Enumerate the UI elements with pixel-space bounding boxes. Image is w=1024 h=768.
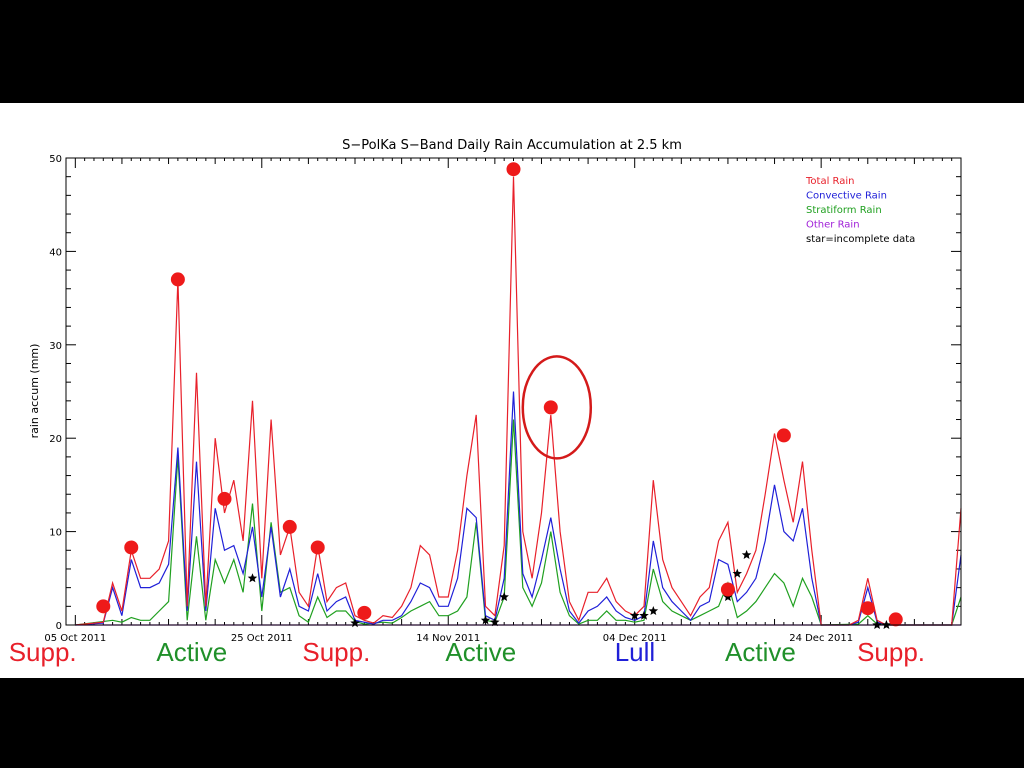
incomplete-data-star bbox=[350, 618, 360, 628]
incomplete-data-star bbox=[629, 610, 640, 620]
phase-label: Supp. bbox=[302, 637, 371, 667]
highlight-dot bbox=[860, 601, 875, 616]
y-tick-label: 10 bbox=[49, 528, 62, 539]
phase-label: Supp. bbox=[857, 637, 926, 667]
legend-entry: Total Rain bbox=[805, 176, 855, 187]
y-tick-label: 50 bbox=[49, 154, 62, 165]
incomplete-data-star bbox=[639, 610, 649, 620]
highlight-dot bbox=[310, 540, 325, 555]
y-axis-label: rain accum (mm) bbox=[28, 344, 41, 439]
phase-label: Lull bbox=[614, 637, 656, 667]
incomplete-data-star bbox=[648, 606, 659, 615]
plot-frame bbox=[65, 157, 962, 626]
incomplete-data-star bbox=[247, 573, 258, 583]
slide: S−PolKa S−Band Daily Rain Accumulation a… bbox=[0, 103, 1024, 678]
incomplete-data-star bbox=[480, 615, 491, 625]
y-tick-label: 30 bbox=[49, 341, 62, 352]
phase-label: Active bbox=[725, 637, 796, 667]
legend-note: star=incomplete data bbox=[806, 234, 915, 245]
incomplete-data-star bbox=[741, 549, 752, 559]
highlight-dot bbox=[96, 599, 111, 614]
chart-title: S−PolKa S−Band Daily Rain Accumulation a… bbox=[342, 138, 682, 153]
phase-label: Active bbox=[445, 637, 517, 667]
highlight-dot bbox=[217, 491, 232, 506]
series-line-stratiform-rain bbox=[75, 419, 962, 626]
highlight-dot bbox=[124, 540, 139, 555]
x-tick-label: 24 Dec 2011 bbox=[789, 633, 853, 644]
y-tick-label: 0 bbox=[56, 621, 62, 632]
highlight-dot bbox=[720, 582, 735, 597]
phase-label: Supp. bbox=[8, 637, 77, 667]
incomplete-data-star bbox=[490, 617, 500, 627]
y-tick-label: 40 bbox=[49, 247, 62, 258]
legend-entry: Convective Rain bbox=[806, 191, 887, 202]
x-tick-label: 25 Oct 2011 bbox=[231, 633, 293, 644]
x-tick-label: 05 Oct 2011 bbox=[44, 633, 106, 644]
incomplete-data-star bbox=[732, 568, 742, 578]
highlight-dot bbox=[543, 400, 558, 415]
x-tick-label: 04 Dec 2011 bbox=[603, 633, 667, 644]
legend-entry: Other Rain bbox=[806, 220, 860, 231]
legend-entry: Stratiform Rain bbox=[806, 205, 882, 216]
highlight-dot bbox=[506, 162, 521, 177]
rain-accumulation-chart: S−PolKa S−Band Daily Rain Accumulation a… bbox=[28, 138, 962, 644]
highlight-ellipse bbox=[521, 355, 593, 460]
highlight-dot bbox=[282, 519, 297, 534]
highlight-dot bbox=[776, 428, 791, 443]
incomplete-data-star bbox=[499, 592, 509, 601]
highlight-dot bbox=[888, 612, 903, 627]
highlight-dot bbox=[170, 272, 185, 287]
y-tick-label: 20 bbox=[49, 434, 62, 445]
x-tick-label: 14 Nov 2011 bbox=[416, 633, 480, 644]
phase-label: Active bbox=[156, 637, 228, 667]
highlight-dot bbox=[357, 605, 372, 620]
